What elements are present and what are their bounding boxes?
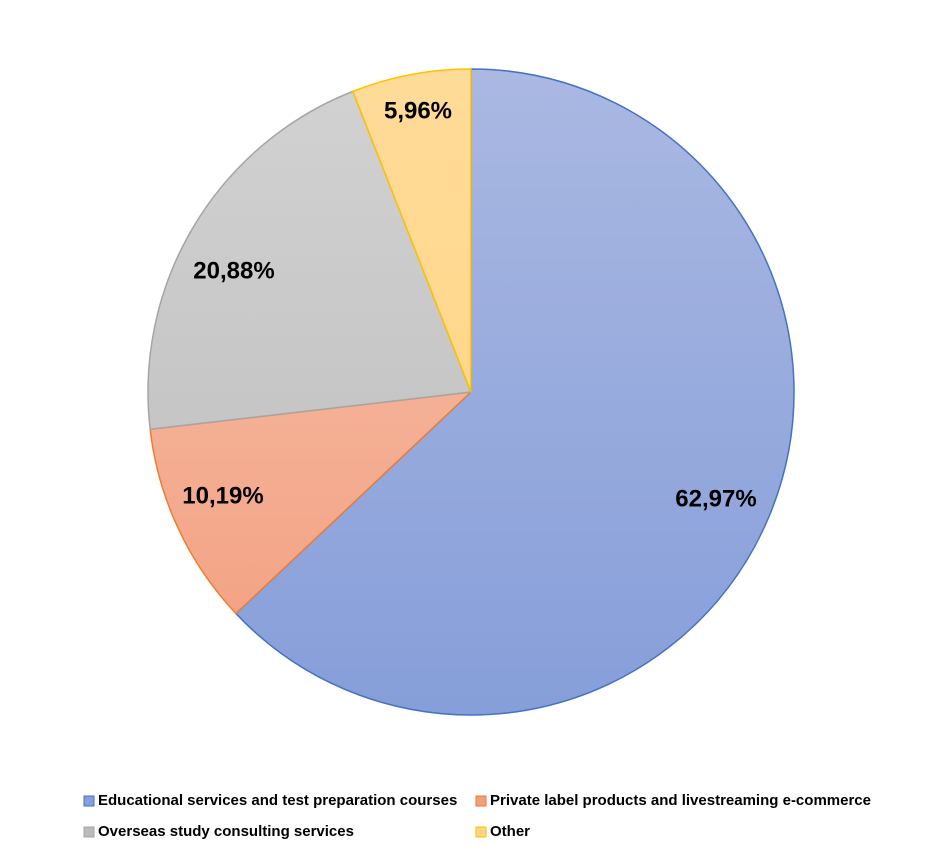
legend-swatch [83,826,95,838]
legend-label: Private label products and livestreaming… [490,792,871,809]
legend-swatch [475,826,487,838]
pie-slice-private-label-products-and-livestreaming-e-commerce [149,391,472,615]
pie-slice-other [352,68,472,393]
legend-item-other: Other [475,823,530,840]
data-label-private-label-products-and-livestreaming-e-commerce: 10,19% [182,482,263,509]
legend-label: Other [490,823,530,840]
data-label-educational-services-and-test-preparation-courses: 62,97% [675,485,756,512]
data-label-overseas-study-consulting-services: 20,88% [193,257,274,284]
chart-legend: Educational services and test preparatio… [83,792,871,840]
legend-label: Overseas study consulting services [98,823,354,840]
legend-swatch [83,795,95,807]
pie-slice-overseas-study-consulting-services [147,90,472,431]
pie-slice-educational-services-and-test-preparation-courses [235,68,795,716]
legend-item-overseas-study-consulting-services: Overseas study consulting services [83,823,354,840]
legend-swatch [475,795,487,807]
legend-label: Educational services and test preparatio… [98,792,457,809]
legend-item-private-label-products-and-livestreaming-e-commerce: Private label products and livestreaming… [475,792,871,809]
pie-slices [147,68,795,716]
legend-item-educational-services-and-test-preparation-courses: Educational services and test preparatio… [83,792,457,809]
pie-data-labels: 62,97% 10,19% 20,88% 5,96% [182,97,756,512]
data-label-other: 5,96% [384,97,452,124]
